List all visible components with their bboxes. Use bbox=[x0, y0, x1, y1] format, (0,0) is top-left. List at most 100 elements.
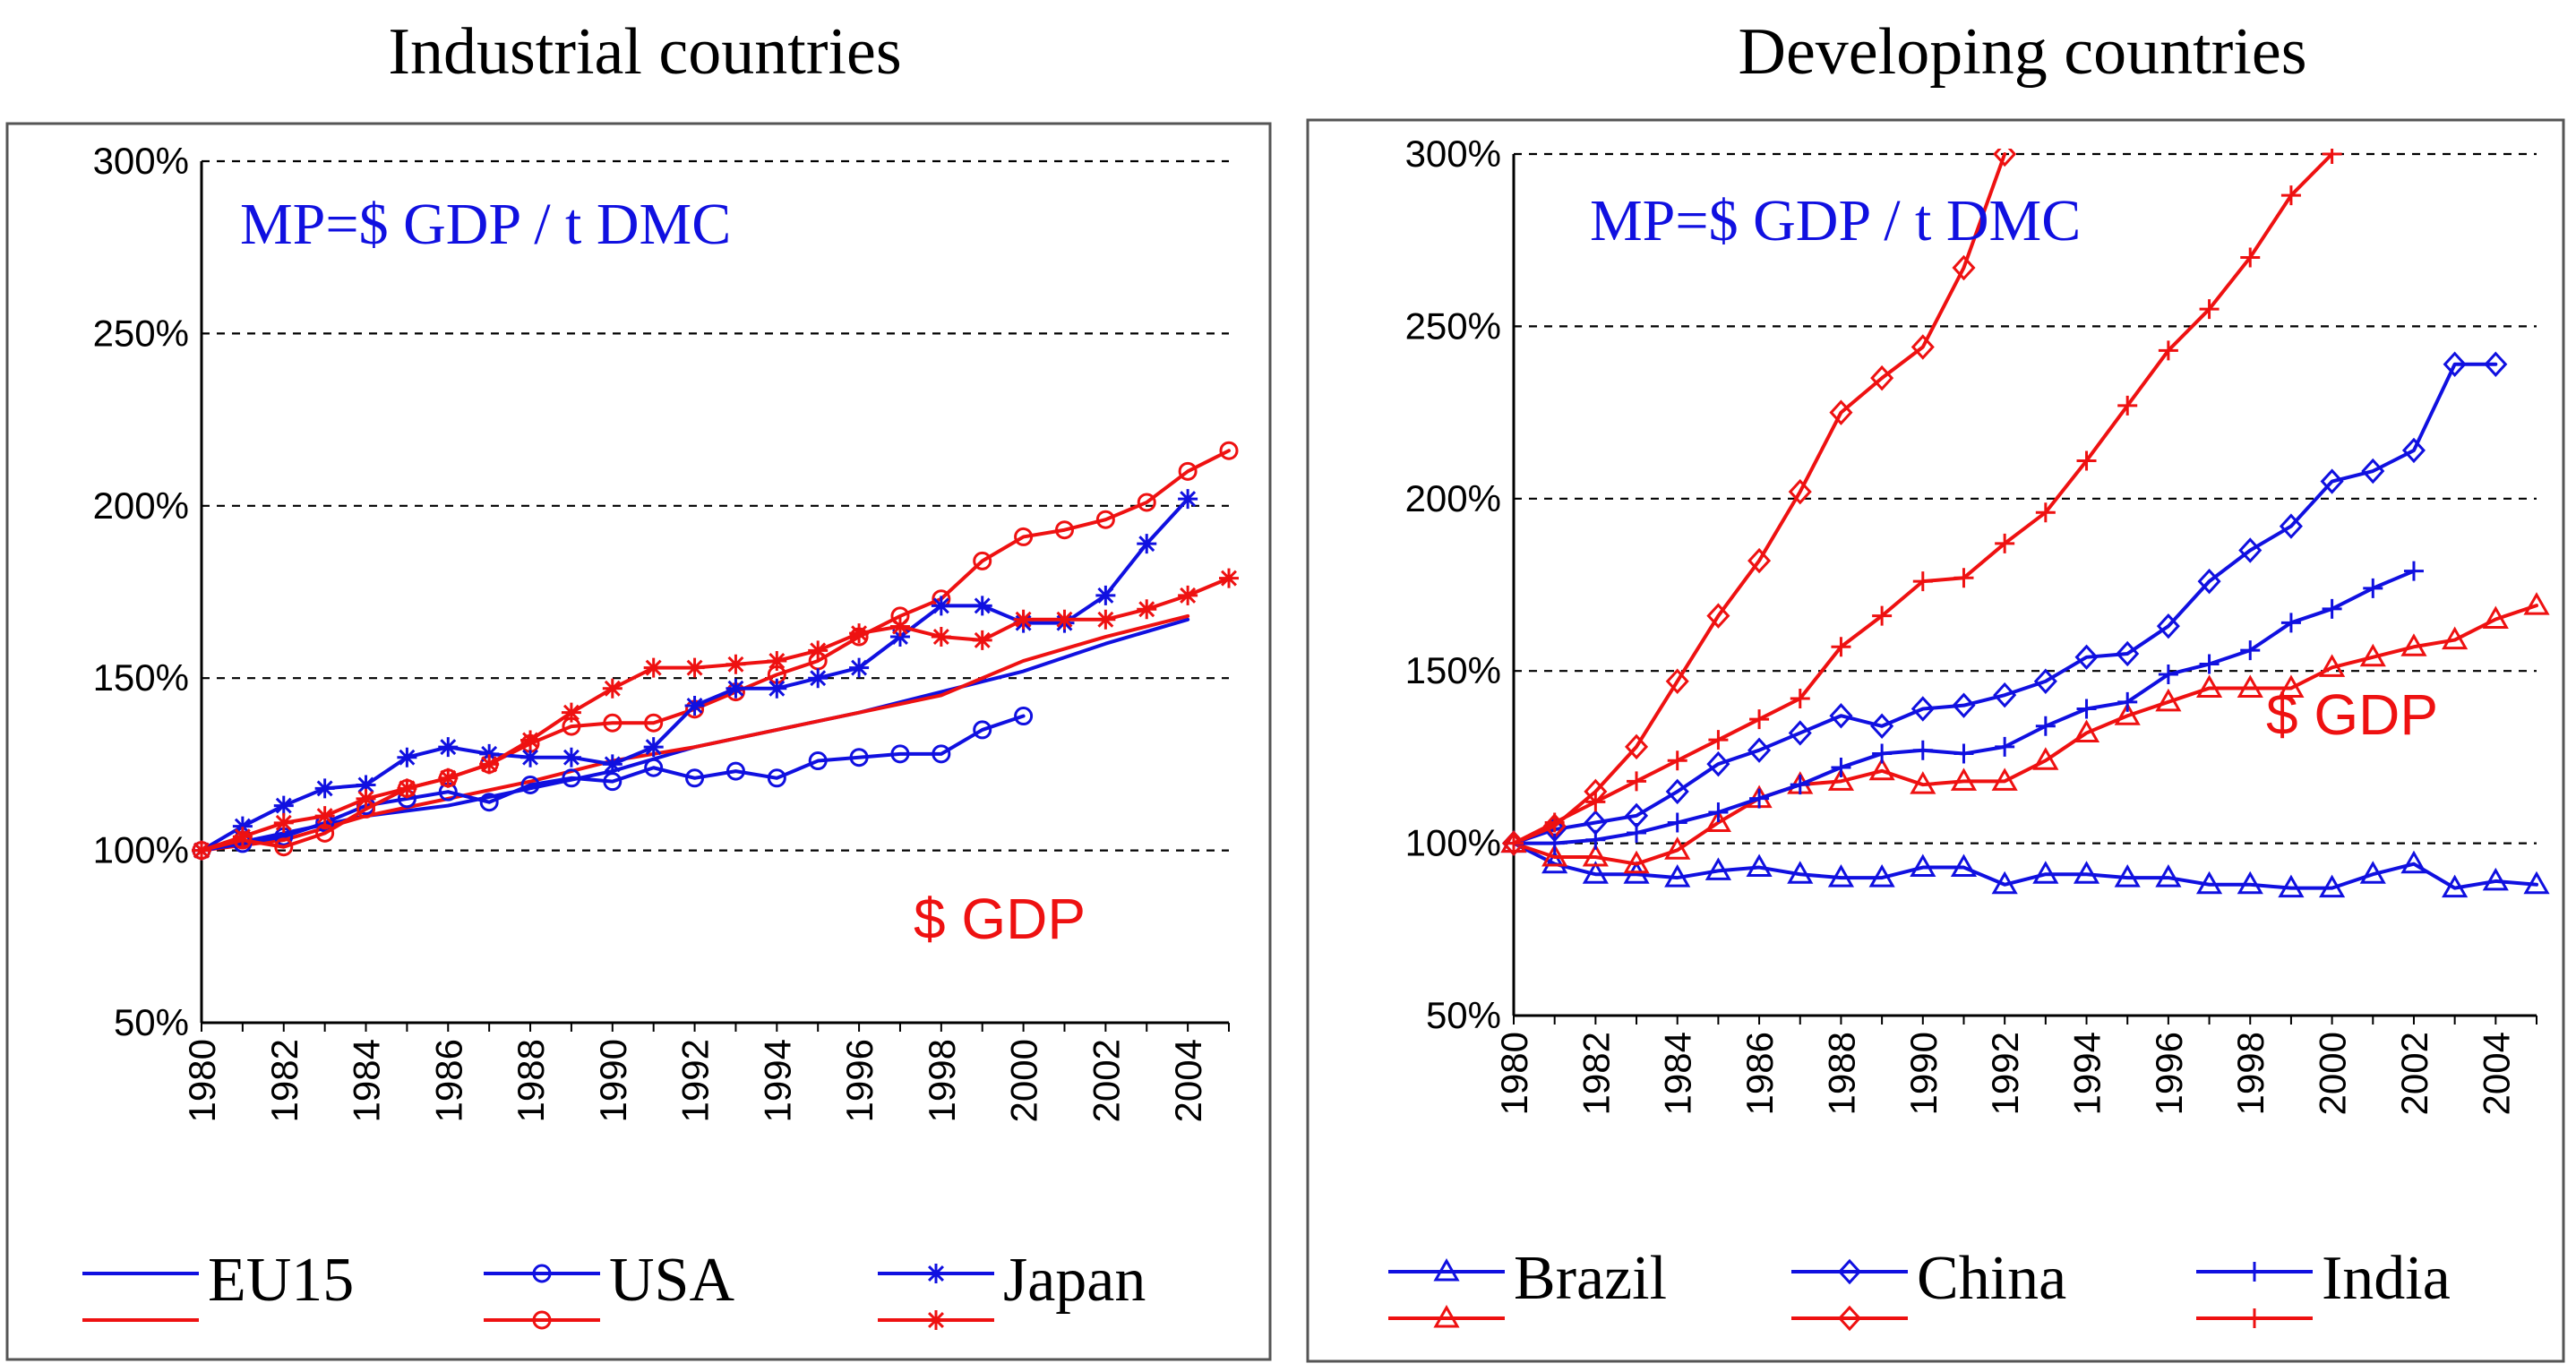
legend-marker bbox=[1433, 1304, 1460, 1328]
data-point bbox=[2076, 450, 2097, 471]
data-point bbox=[479, 743, 500, 764]
data-point bbox=[232, 827, 253, 847]
right-panel-title: Developing countries bbox=[1739, 15, 2307, 89]
data-point bbox=[1829, 399, 1853, 425]
data-point bbox=[1014, 527, 1034, 546]
series-brazil-mp bbox=[1500, 829, 2550, 898]
data-point bbox=[1095, 609, 1116, 630]
legend-marker bbox=[1433, 1257, 1460, 1282]
data-point bbox=[1991, 870, 2018, 895]
data-point bbox=[1991, 767, 2018, 791]
x-tick-label: 1986 bbox=[427, 1039, 469, 1122]
legend-item-india: India bbox=[2196, 1244, 2451, 1328]
y-tick-label: 300% bbox=[1405, 133, 1501, 175]
data-point bbox=[1095, 585, 1116, 605]
data-point bbox=[561, 747, 581, 767]
data-point bbox=[1137, 534, 1157, 554]
data-point bbox=[438, 737, 459, 758]
data-point bbox=[1708, 730, 1729, 750]
x-tick-label: 2002 bbox=[2393, 1032, 2435, 1115]
data-point bbox=[2400, 850, 2427, 874]
data-point bbox=[1747, 547, 1772, 574]
data-point bbox=[1541, 843, 1568, 867]
data-point bbox=[2322, 149, 2342, 164]
data-point bbox=[2403, 561, 2424, 581]
legend-item-china: China bbox=[1791, 1244, 2066, 1332]
data-point bbox=[1995, 736, 2015, 757]
data-point bbox=[1911, 696, 1935, 722]
data-point bbox=[603, 713, 623, 733]
data-point bbox=[2035, 716, 2056, 736]
data-point bbox=[1746, 853, 1773, 878]
data-point bbox=[1868, 757, 1895, 781]
data-point bbox=[2237, 870, 2263, 895]
data-point bbox=[931, 596, 951, 616]
data-point bbox=[1910, 853, 1936, 878]
data-point bbox=[1704, 809, 1731, 833]
data-point bbox=[726, 761, 745, 781]
data-point bbox=[1952, 254, 1976, 281]
data-point bbox=[273, 795, 294, 816]
data-point bbox=[889, 616, 910, 637]
data-point bbox=[1993, 149, 2017, 167]
data-point bbox=[1788, 478, 1812, 505]
data-point bbox=[2240, 247, 2261, 268]
data-point bbox=[1872, 605, 1893, 626]
data-point bbox=[1625, 733, 1649, 760]
series-brazil-gdp bbox=[1500, 592, 2550, 874]
data-point bbox=[1827, 864, 1855, 888]
legend-marker bbox=[926, 1264, 946, 1283]
data-point bbox=[1912, 571, 1933, 592]
data-point bbox=[1627, 823, 1647, 844]
data-point bbox=[1137, 493, 1156, 512]
data-point bbox=[2032, 747, 2059, 770]
data-point bbox=[1054, 609, 1075, 630]
data-point bbox=[2319, 654, 2346, 677]
data-point bbox=[1704, 857, 1731, 880]
data-point bbox=[1870, 713, 1894, 739]
x-tick-label: 2000 bbox=[1003, 1039, 1045, 1122]
data-point bbox=[2073, 719, 2100, 742]
data-point bbox=[767, 678, 787, 699]
data-point bbox=[1749, 788, 1770, 809]
x-tick-label: 1986 bbox=[1739, 1032, 1781, 1115]
y-tick-label: 150% bbox=[1405, 649, 1501, 691]
legend-marker bbox=[532, 1264, 552, 1283]
x-tick-label: 1980 bbox=[1493, 1032, 1535, 1115]
data-point bbox=[1178, 461, 1198, 481]
data-point bbox=[643, 657, 664, 678]
right-panel-frame bbox=[1306, 118, 2565, 1363]
data-point bbox=[2117, 691, 2138, 712]
series-japan-gdp bbox=[192, 568, 1239, 861]
data-point bbox=[643, 737, 664, 758]
data-point bbox=[2155, 864, 2182, 888]
data-point bbox=[1219, 441, 1239, 460]
legend-marker bbox=[926, 1310, 946, 1330]
x-tick-label: 2004 bbox=[1167, 1039, 1209, 1122]
legend-label: Brazil bbox=[1514, 1244, 1667, 1313]
data-point bbox=[1541, 850, 1568, 874]
data-point bbox=[972, 630, 992, 650]
data-point bbox=[890, 744, 910, 764]
data-point bbox=[1667, 750, 1687, 771]
plot-area bbox=[192, 441, 1239, 861]
data-point bbox=[2197, 568, 2221, 595]
y-tick-label: 250% bbox=[1405, 304, 1501, 347]
data-point bbox=[2074, 644, 2099, 671]
data-point bbox=[1095, 510, 1115, 529]
data-point bbox=[2156, 613, 2180, 639]
legend-marker bbox=[532, 1310, 552, 1330]
legend-label: Japan bbox=[1003, 1246, 1146, 1315]
data-point bbox=[767, 650, 787, 671]
data-point bbox=[2278, 674, 2305, 698]
right-chart: 300% 250% 200% 150% 100% 50%1980 1982 1984 1986 1… bbox=[1388, 133, 2550, 1332]
data-point bbox=[2033, 668, 2057, 694]
data-point bbox=[1829, 703, 1853, 729]
data-point bbox=[932, 744, 951, 764]
annotation-gdp: $ GDP bbox=[2266, 682, 2438, 747]
data-point bbox=[1749, 709, 1770, 730]
x-tick-label: 2004 bbox=[2475, 1032, 2517, 1115]
data-point bbox=[1585, 792, 1606, 812]
data-point bbox=[1910, 771, 1936, 794]
data-point bbox=[2195, 870, 2223, 895]
